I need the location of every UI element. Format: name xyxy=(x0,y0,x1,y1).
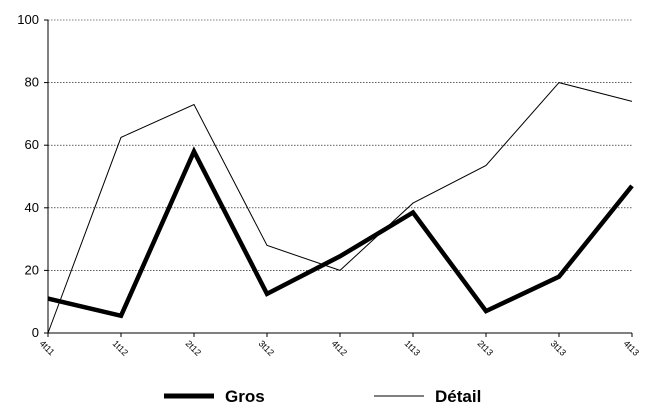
series-line-détail xyxy=(47,82,633,334)
x-tick-label: 4t13 xyxy=(622,338,641,357)
x-tick-label: 4t11 xyxy=(38,338,57,357)
y-tick-label: 60 xyxy=(25,137,39,152)
x-tick-label: 1t13 xyxy=(403,338,422,357)
legend: Gros Détail xyxy=(164,387,481,406)
y-tick-label: 100 xyxy=(17,12,39,27)
x-tick-label: 2t13 xyxy=(476,338,495,357)
x-tick-label: 3t13 xyxy=(549,338,568,357)
series-line-gros xyxy=(47,146,634,319)
x-tick-label: 4t12 xyxy=(330,338,349,357)
gridlines xyxy=(48,19,632,271)
y-axis: 0 20 40 60 80 100 xyxy=(17,12,49,340)
y-tick-label: 40 xyxy=(25,200,39,215)
x-tick-label: 3t12 xyxy=(257,338,276,357)
legend-label: Gros xyxy=(225,387,265,406)
y-tick-label: 80 xyxy=(25,75,39,90)
legend-label: Détail xyxy=(435,387,481,406)
x-axis: 4t11 1t12 2t12 3t12 4t12 1t13 2t13 3t13 4t13 xyxy=(38,332,641,358)
y-tick-label: 0 xyxy=(32,325,39,340)
y-tick-label: 20 xyxy=(25,262,39,277)
x-tick-label: 2t12 xyxy=(184,338,203,357)
x-tick-label: 1t12 xyxy=(111,338,130,357)
series-layer xyxy=(47,82,634,334)
